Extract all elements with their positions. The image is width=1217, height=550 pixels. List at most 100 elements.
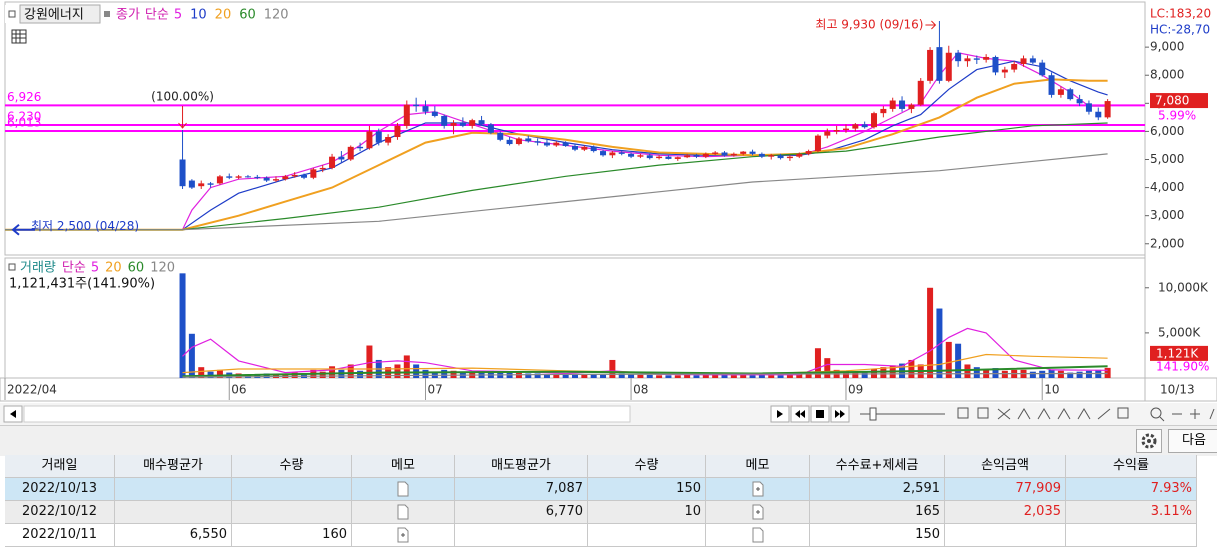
legend-box [8, 10, 16, 18]
legend-entry: 20 [105, 261, 122, 276]
stock-name: 강원에너지 [24, 8, 84, 23]
legend-entry: 60 [239, 8, 256, 23]
table-cell: 7.93% [1066, 478, 1197, 501]
candle-body [917, 80, 924, 105]
legend-entry: 60 [128, 261, 145, 276]
memo-icon[interactable] [396, 481, 410, 497]
candle-body [1076, 99, 1083, 104]
candle-body [618, 152, 625, 154]
volume-bar [721, 374, 728, 378]
y-tick-label: 6,000 [1150, 124, 1184, 138]
candle-body [1001, 69, 1008, 73]
stock-chart: 2,0003,0004,0005,0006,0007,0008,0009,000… [0, 0, 1217, 403]
volume-bar [553, 373, 560, 378]
next-button[interactable]: 다음 [1168, 429, 1217, 453]
volume-bar [656, 375, 663, 378]
candle-body [553, 142, 560, 146]
candle-body [805, 151, 812, 154]
volume-bar [1057, 370, 1064, 378]
x-tick-label: 10 [1044, 383, 1059, 397]
candle-body [497, 132, 504, 140]
candle-body [385, 137, 392, 143]
memo-icon[interactable] [396, 504, 410, 520]
table-cell: 6,770 [455, 501, 588, 524]
candle-body [927, 49, 934, 81]
table-cell [706, 524, 810, 547]
memo-icon[interactable] [751, 481, 765, 497]
legend-ma-type: 단순 [62, 261, 86, 276]
legend-price-type: 종가 [116, 8, 140, 23]
candle-body [721, 152, 728, 156]
memo-icon[interactable] [396, 527, 410, 543]
volume-bar [964, 364, 971, 378]
volume-bar [936, 308, 943, 378]
y-tick-label: 5,000K [1158, 325, 1201, 339]
table-cell [115, 501, 232, 524]
volume-bar [1029, 371, 1036, 378]
table-cell: 7,087 [455, 478, 588, 501]
candle-body [908, 104, 915, 109]
ma-line [182, 372, 1108, 378]
table-cell [706, 501, 810, 524]
table-cell: 10 [588, 501, 706, 524]
memo-icon[interactable] [751, 504, 765, 520]
last-price-box [1150, 93, 1208, 109]
candle-body [889, 100, 896, 109]
candle-body [291, 174, 298, 177]
candle-body [712, 152, 719, 154]
annotation: 최저 2,500 (04/28) [31, 219, 139, 233]
candle-body [777, 155, 784, 159]
candle-body [572, 146, 578, 150]
volume-bar [543, 374, 550, 378]
chart-toolbar [0, 403, 1217, 425]
candle-body [543, 142, 550, 146]
candle-body [506, 139, 513, 145]
memo-icon[interactable] [751, 527, 765, 543]
candle-body [207, 183, 214, 185]
ma-line [5, 153, 1108, 231]
volume-bar [581, 374, 588, 378]
table-cell [352, 524, 455, 547]
candle-body [628, 153, 635, 157]
candle-body [609, 152, 616, 156]
table-cell: 165 [810, 501, 945, 524]
candle-body [973, 58, 980, 60]
volume-bar [1085, 370, 1092, 378]
column-header: 수량 [588, 455, 706, 478]
hc-label: HC:-28,70 [1150, 23, 1210, 37]
candle-body [357, 146, 364, 149]
zoom-thumb[interactable] [869, 407, 877, 421]
scroll-track[interactable] [23, 405, 631, 423]
volume-bar [786, 374, 793, 378]
tool-icons[interactable] [957, 407, 1215, 422]
candle-body [702, 153, 709, 157]
play-icon [777, 410, 783, 418]
annotation-arrow [178, 106, 187, 129]
annotation: (100.00%) [151, 90, 214, 104]
candle-body [329, 156, 336, 168]
candle-body [403, 104, 410, 126]
annotation: 최고 9,930 (09/16) [815, 18, 923, 32]
column-header: 거래일 [5, 455, 115, 478]
volume-bar [945, 341, 952, 378]
table-cell: 2,591 [810, 478, 945, 501]
candle-body [469, 120, 476, 126]
candle-body [254, 176, 261, 178]
stop-icon [816, 410, 824, 418]
table-cell [588, 524, 706, 547]
candle-body [684, 155, 691, 158]
volume-bar [366, 345, 373, 378]
volume-bar [329, 366, 336, 378]
last-price: 7,080 [1155, 94, 1189, 108]
volume-bar [572, 374, 578, 378]
y-tick-label: 5,000 [1150, 152, 1184, 166]
candle-body [824, 131, 831, 136]
candle-body [786, 156, 793, 159]
candle-body [1085, 103, 1092, 112]
settings-button[interactable] [1136, 429, 1162, 453]
annotation-arrow [11, 223, 35, 236]
volume-bar [1001, 370, 1008, 378]
candle-body [441, 115, 448, 126]
candle-body [1029, 58, 1036, 63]
candle-body [487, 124, 494, 133]
